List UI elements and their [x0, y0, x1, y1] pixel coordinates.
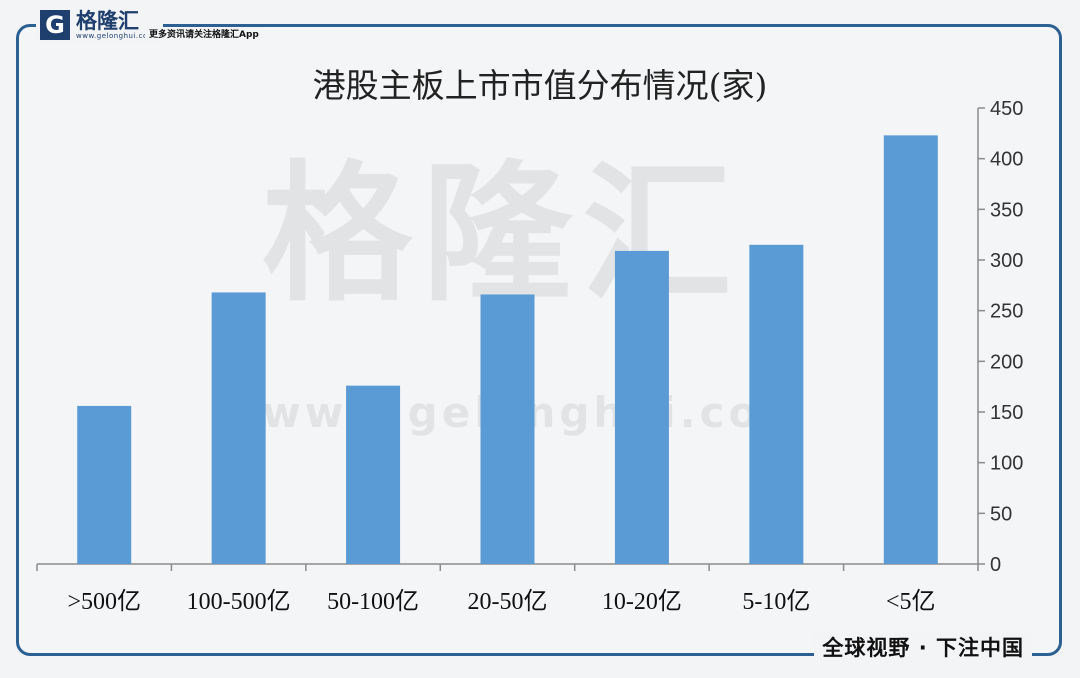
bar [346, 385, 401, 564]
x-tick-label: 20-50亿 [468, 588, 548, 615]
x-tick-label: 10-20亿 [602, 588, 682, 615]
bar [211, 292, 266, 564]
x-tick-label: 5-10亿 [742, 588, 810, 615]
bar [480, 294, 535, 564]
y-tick-label: 250 [990, 301, 1023, 323]
y-tick-label: 150 [990, 402, 1023, 424]
x-tick-label: 50-100亿 [327, 588, 419, 615]
bar [77, 405, 132, 564]
brand-tagline: 更多资讯请关注格隆汇App [145, 27, 263, 40]
y-tick-label: 100 [990, 453, 1023, 475]
y-tick-label: 350 [990, 199, 1023, 221]
x-tick-label: 100-500亿 [187, 588, 291, 615]
brand-logo: G 格隆汇 www.gelonghui.com [36, 7, 164, 43]
plot-area: 0 50 100 150 200 250 300 350 400 450 >500亿 100-500亿… [36, 98, 1023, 615]
x-tick-label: >500亿 [67, 588, 141, 615]
y-tick-label: 400 [990, 149, 1023, 171]
y-tick-label: 0 [990, 554, 1001, 576]
y-tick-label: 300 [990, 250, 1023, 272]
logo-name: 格隆汇 [76, 8, 139, 33]
y-tick-label: 50 [990, 503, 1012, 525]
y-tick-label: 450 [990, 98, 1023, 120]
logo-url: www.gelonghui.com [76, 31, 156, 40]
chart-title: 港股主板上市市值分布情况(家) [313, 66, 768, 105]
bar [883, 135, 938, 565]
logo-icon: G [40, 10, 70, 40]
footer-slogan: 全球视野 · 下注中国 [814, 632, 1032, 662]
logo-text: 格隆汇 www.gelonghui.com [76, 10, 155, 41]
y-tick-label: 200 [990, 351, 1023, 373]
bar [749, 244, 804, 565]
x-tick-label: <5亿 [886, 588, 936, 615]
bar [614, 250, 669, 564]
